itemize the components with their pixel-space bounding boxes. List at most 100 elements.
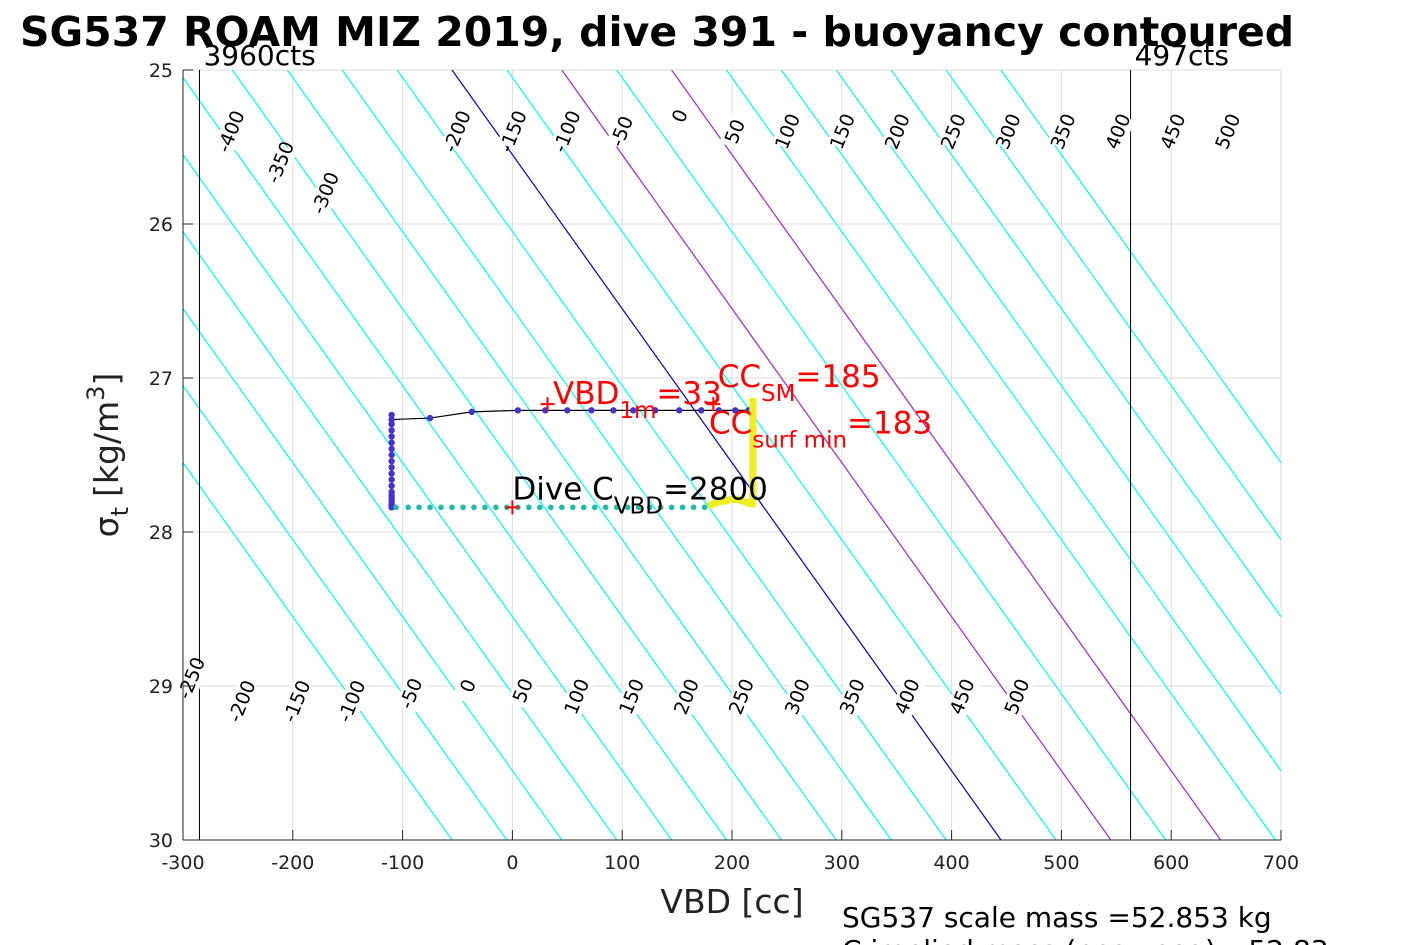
- contour-label-top-bg-16: [1157, 112, 1190, 151]
- markers: [505, 397, 721, 515]
- contour-450: [945, 70, 1281, 541]
- y-tick-label-4: 29: [149, 676, 173, 698]
- point-descent-points-4: [388, 433, 395, 440]
- point-deep-points-2: [416, 504, 422, 511]
- point-descent-points-30: [698, 407, 705, 414]
- y-axis-units-sup: 3: [82, 386, 110, 401]
- contour-label-bottom-bg-1: [226, 682, 259, 721]
- series-dive-trace: [391, 409, 749, 422]
- point-descent-points-24: [564, 407, 571, 414]
- contour-label-top-bg-4: [497, 112, 530, 151]
- contour-label-top-bg-3: [441, 112, 474, 151]
- point-descent-points-31: [715, 407, 723, 414]
- contour--400: [183, 307, 563, 840]
- x-tick-label-4: 100: [604, 852, 640, 874]
- contour-label-bottom-bg-14: [946, 677, 979, 716]
- point-deep-points-26: [679, 504, 686, 511]
- point-descent-points-9: [388, 464, 395, 471]
- point-deep-points-23: [646, 504, 653, 511]
- point-descent-points-26: [610, 407, 617, 414]
- x-axis-label: VBD [cc]: [660, 882, 803, 921]
- point-descent-points-0: [388, 411, 395, 419]
- contour-label-top-bg-5: [551, 112, 584, 151]
- contour-label-bottom-bg-8: [615, 677, 649, 716]
- contour-label-bottom-bg-15: [1001, 677, 1034, 716]
- contour-label-bottom-bg-12: [836, 677, 869, 716]
- contour-label-top-bg-15: [1102, 112, 1135, 151]
- point-descent-points-25: [588, 407, 595, 414]
- contour-label-bottom-bg-2: [280, 682, 314, 721]
- contour-label-top-bg-2: [309, 174, 342, 213]
- point-descent-points-12: [388, 482, 395, 489]
- contour-label-bottom-bg-4: [395, 674, 428, 713]
- point-descent-points-29: [676, 407, 683, 414]
- point-descent-points-7: [388, 451, 395, 459]
- point-descent-points-10: [388, 470, 395, 477]
- contour-label-top-bg-11: [881, 112, 914, 151]
- contour-label-bottom-bg-13: [891, 677, 924, 716]
- point-deep-points-6: [460, 504, 466, 511]
- point-descent-points-2: [388, 421, 395, 428]
- point-deep-points-1: [405, 504, 411, 511]
- contour-label-bottom-bg-9: [670, 677, 704, 716]
- contour-label-top-bg-1: [264, 143, 297, 182]
- contour-300: [780, 70, 1281, 772]
- point-deep-points-28: [701, 504, 708, 511]
- point-deep-points-0: [393, 504, 399, 511]
- contour-label-bottom-bg-11: [781, 677, 815, 716]
- contour-label-top-bg-14: [1047, 112, 1080, 151]
- y-axis-sub: t: [106, 507, 134, 516]
- point-descent-points-22: [514, 407, 522, 414]
- point-deep-points-16: [569, 504, 576, 511]
- contour-label-top-bg-7: [664, 97, 697, 136]
- x-tick-label-5: 200: [714, 852, 750, 874]
- point-deep-points-24: [657, 504, 664, 511]
- contour-250: [726, 70, 1276, 840]
- chart-title: SG537 ROAM MIZ 2019, dive 391 - buoyancy…: [20, 8, 1294, 56]
- x-tick-label-7: 400: [933, 852, 969, 874]
- point-descent-points-5: [388, 439, 395, 446]
- contour--350: [183, 230, 618, 840]
- marker-plus-1: [706, 397, 721, 412]
- point-descent-points-28: [651, 407, 659, 414]
- y-tick-label-3: 28: [149, 522, 173, 544]
- contour-label-top-bg-12: [937, 112, 970, 151]
- svg-text:σt[kg/m3]: σt [kg/m3]: [82, 373, 134, 538]
- contour-label-bottom-bg-0: [175, 659, 208, 698]
- point-deep-points-21: [624, 504, 631, 511]
- x-tick-label-1: -200: [271, 852, 314, 874]
- contour-label-top-bg-13: [992, 112, 1025, 151]
- point-deep-points-25: [668, 504, 675, 511]
- point-descent-points-11: [388, 476, 395, 483]
- y-axis-units-close: ]: [87, 373, 126, 386]
- marker-plus-2: [505, 500, 520, 515]
- point-deep-points-12: [526, 504, 532, 511]
- point-descent-points-8: [388, 457, 395, 465]
- point-deep-points-8: [482, 504, 488, 511]
- point-deep-points-14: [548, 504, 554, 511]
- x-tick-label-8: 500: [1043, 852, 1079, 874]
- x-tick-label-9: 600: [1153, 852, 1189, 874]
- point-descent-points-20: [426, 414, 434, 422]
- marker-plus-0: [540, 397, 555, 412]
- contour-500: [1000, 70, 1281, 464]
- y-tick-label-0: 25: [149, 60, 173, 82]
- point-descent-points-21: [468, 408, 475, 416]
- axes: -300 -200 -100 0 100 200 300 400 500 600 700 25 26 27…: [149, 60, 1299, 874]
- y-axis-label: σt [kg/m3]: [82, 373, 134, 538]
- contour-label-bottom-bg-7: [560, 677, 594, 716]
- series-surface-band: [706, 398, 757, 510]
- vbd-limit-label-1: 497cts: [1135, 39, 1229, 72]
- contour-label-bottom-bg-5: [452, 667, 485, 705]
- point-descent-points-19: [388, 504, 395, 511]
- point-deep-points-22: [635, 504, 642, 511]
- contour-label-top-bg-9: [771, 112, 805, 151]
- vbd-limit-label-0: 3960cts: [203, 39, 315, 72]
- contour-label-top-bg-17: [1212, 112, 1245, 151]
- point-deep-points-15: [559, 504, 565, 511]
- contour-150: [616, 70, 1167, 840]
- point-descent-points-1: [388, 416, 395, 423]
- point-deep-points-13: [537, 504, 543, 511]
- x-tick-label-2: -100: [381, 852, 424, 874]
